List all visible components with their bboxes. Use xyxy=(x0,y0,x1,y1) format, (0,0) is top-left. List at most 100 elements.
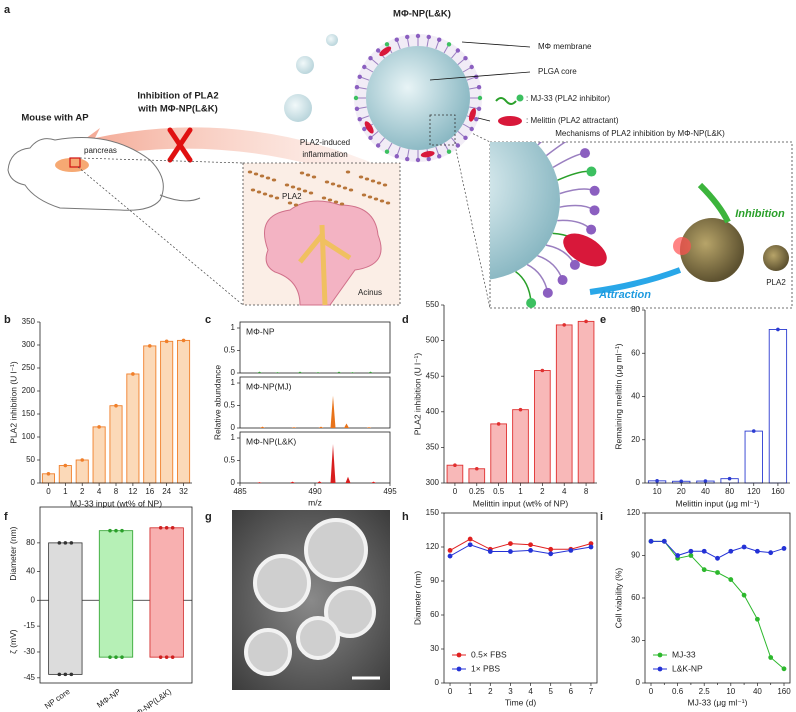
x-tick-label: 16 xyxy=(145,487,154,496)
ligand xyxy=(446,149,452,154)
bar xyxy=(490,423,507,484)
ligand-stalk xyxy=(466,76,476,81)
melittin xyxy=(379,46,392,57)
bar xyxy=(143,345,157,484)
axes xyxy=(39,322,192,484)
x-tick-label: 4 xyxy=(97,487,102,496)
pla2-dot xyxy=(265,176,271,180)
bar-dot xyxy=(496,422,501,426)
y-tick-label: 0.5 xyxy=(224,346,236,355)
np-title: MΦ-NP(L&K) xyxy=(393,9,451,20)
y-tick-label: 60 xyxy=(631,593,640,602)
point xyxy=(69,672,74,677)
mj33-icon xyxy=(495,97,517,105)
bar-dot xyxy=(584,319,588,324)
bar-dot xyxy=(453,463,457,468)
point xyxy=(57,672,62,677)
peak xyxy=(257,371,262,373)
core-label: PLGA core xyxy=(538,67,577,76)
x-tick-label: 10 xyxy=(726,687,735,696)
pancreas xyxy=(55,158,89,172)
point xyxy=(69,541,74,545)
panel-letter: b xyxy=(4,314,11,326)
y-axis-label: ζ (mV) xyxy=(8,629,18,654)
pla2-dots xyxy=(247,170,391,207)
legend-marker xyxy=(657,666,663,672)
y-tick-label: 0 xyxy=(231,368,236,377)
ligand xyxy=(357,117,362,122)
mj33-label: : MJ-33 (PLA2 inhibitor) xyxy=(526,94,610,103)
x-tick-label: 160 xyxy=(777,687,791,696)
bar xyxy=(534,370,551,484)
x-tick-label: 20 xyxy=(677,487,686,496)
ligand xyxy=(463,135,468,141)
range-bar xyxy=(48,542,83,675)
bar-dot xyxy=(181,338,186,343)
zoom-box xyxy=(69,157,81,168)
ligand xyxy=(463,55,468,61)
point xyxy=(715,555,720,561)
ligand xyxy=(526,298,537,308)
peak xyxy=(336,371,342,373)
ligand-stalk xyxy=(426,37,430,47)
point xyxy=(63,672,68,677)
bar-dot xyxy=(131,372,135,376)
ligand xyxy=(415,33,421,39)
x-tick-label: 0.25 xyxy=(469,487,485,496)
y-tick-label: 0 xyxy=(31,595,36,604)
pla2-dot xyxy=(296,187,302,191)
y-tick-label: 150 xyxy=(22,409,36,418)
x-tick-label: MΦ-NP xyxy=(95,687,122,710)
point xyxy=(588,541,594,546)
attraction-label: Attraction xyxy=(598,289,651,301)
pla2-dot xyxy=(345,170,351,174)
point xyxy=(648,538,654,544)
y-axis-label: Remaining melittin (μg ml⁻¹) xyxy=(613,343,623,449)
legend-marker xyxy=(657,652,663,658)
pla2-protein xyxy=(763,245,789,271)
delivery-arrow xyxy=(70,127,400,195)
legend-label: 1× PBS xyxy=(471,663,500,673)
duct xyxy=(298,224,352,306)
point xyxy=(158,655,163,659)
inhibition-title: with MΦ-NP(L&K) xyxy=(137,104,218,115)
small-np xyxy=(296,56,314,74)
pla2-dot xyxy=(262,192,268,196)
x-tick-label: 0 xyxy=(46,487,51,496)
pla2-dot xyxy=(259,174,265,178)
point xyxy=(688,548,694,554)
point xyxy=(164,655,169,659)
point xyxy=(741,544,747,550)
y-tick-label: 550 xyxy=(426,300,440,309)
point xyxy=(467,542,473,548)
y-tick-label: 450 xyxy=(426,371,440,380)
bar xyxy=(468,468,486,484)
x-tick-label: 3 xyxy=(508,687,513,696)
legend-label: 0.5× FBS xyxy=(471,649,507,659)
x-tick-label: 1 xyxy=(63,487,68,496)
y-tick-label: 0 xyxy=(231,478,236,487)
point xyxy=(120,655,124,659)
y-tick-label: 20 xyxy=(631,435,640,444)
ligand xyxy=(557,275,568,286)
np-core xyxy=(366,46,470,150)
point xyxy=(675,553,680,558)
pla2-dot xyxy=(290,185,296,189)
y-tick-label: 80 xyxy=(26,538,35,547)
range-bar xyxy=(149,527,184,658)
melittin xyxy=(468,108,476,122)
point xyxy=(108,655,112,659)
y-axis-label: Diameter (nm) xyxy=(412,571,422,625)
pla2-dot xyxy=(321,196,327,200)
x-tick-label: 7 xyxy=(589,687,594,696)
y-tick-label: 0.5 xyxy=(224,401,236,410)
y-tick-label: 1 xyxy=(231,433,236,442)
peak xyxy=(345,476,351,483)
y-axis-label: PLA2 inhibition (U l⁻¹) xyxy=(412,353,422,436)
y-tick-label: 90 xyxy=(631,551,640,560)
point xyxy=(508,541,513,546)
y-tick-label: 0 xyxy=(636,478,641,487)
pla2-label: PLA2 xyxy=(766,278,786,287)
x-tick-label: 24 xyxy=(162,487,171,496)
